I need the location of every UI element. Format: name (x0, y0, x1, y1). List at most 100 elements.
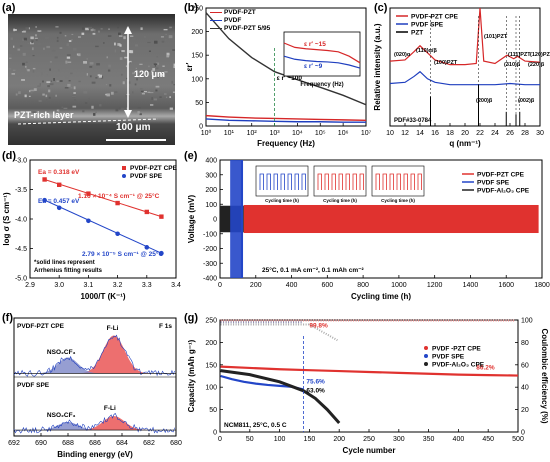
panel-d: 2.9 3.0 3.1 3.2 3.3 3.4 -5.0 -4.5 -4.0 -3.5 -3.0 10… (0, 152, 184, 312)
panel-label-e: (e) (184, 150, 198, 162)
x-tick-label: 10² (247, 130, 258, 137)
inset-annotation-15: ε r′ ~15 (304, 41, 326, 48)
sem-speckle (35, 26, 37, 28)
sem-speckle (139, 113, 142, 116)
sem-speckle (67, 46, 71, 48)
bottom-title: PVDF SPE (17, 382, 50, 389)
sem-speckle (57, 109, 60, 112)
x-tick-label: 200 (333, 436, 345, 443)
sem-speckle (25, 61, 28, 63)
f1s-label: F 1s (159, 323, 172, 330)
sem-speckle (56, 109, 59, 112)
note-line-2: Arrhenius fitting results (34, 268, 103, 274)
x-tick-label: 26 (506, 130, 514, 137)
y-axis-label: log σ (S cm⁻¹) (2, 192, 11, 246)
x-tick-label: 20 (461, 130, 469, 137)
sem-speckle (106, 56, 108, 59)
sem-speckle (132, 37, 136, 41)
panel-b: 10⁰ 10¹ 10² 10³ 10⁴ 10⁵ 10⁶ 10⁷ 0 50 100 150 200 250 F… (184, 4, 372, 152)
x-tick-label: 450 (482, 436, 494, 443)
sem-speckle (38, 30, 40, 32)
sem-speckle (72, 47, 77, 51)
x-tick-label: 684 (116, 440, 128, 447)
sem-speckle (99, 104, 102, 107)
sem-speckle (169, 96, 172, 98)
sem-speckle (156, 56, 159, 58)
sem-speckle (140, 27, 143, 30)
x-axis-label: Binding energy (eV) (57, 450, 133, 459)
legend-label: PVDF-Al₂O₃ CPE (432, 362, 485, 369)
y-tick-label: -4.5 (15, 246, 27, 253)
sem-speckle (155, 89, 158, 92)
x-tick-label: 3.4 (171, 282, 181, 289)
x-tick-label: 28 (521, 130, 529, 137)
x-tick-label: 1800 (534, 282, 550, 289)
pdf-reference-label: PDF#33-0784 (394, 118, 432, 124)
sem-speckle (56, 36, 59, 39)
note-line-1: *solid lines represent (34, 260, 95, 266)
peak-label: (200)β (476, 98, 493, 104)
sem-speckle (13, 28, 15, 32)
y-tick-label-right: 80 (521, 340, 529, 347)
sem-speckle (56, 39, 59, 43)
sem-speckle (11, 73, 16, 75)
sem-speckle (88, 97, 90, 101)
chart-d: 2.9 3.0 3.1 3.2 3.3 3.4 -5.0 -4.5 -4.0 -3.5 -3.0 10… (2, 158, 181, 302)
sem-speckle (108, 28, 110, 30)
y-tick-label-right: 40 (521, 385, 529, 392)
axes-frame (205, 7, 367, 127)
sem-speckle (84, 102, 88, 105)
y-tick-label: -100 (203, 231, 217, 238)
sem-speckle (71, 33, 74, 35)
sem-speckle (24, 94, 27, 98)
panel-g: 0 50 100 150 200 250 300 350 400 450 500 0 50 100 150 2… (184, 312, 550, 462)
sem-speckle (66, 43, 70, 47)
sem-speckle (39, 83, 41, 86)
inset-line-pvdf (283, 55, 361, 69)
sem-speckle (93, 29, 96, 32)
sem-speckle (132, 72, 135, 75)
y-tick-label-right: 20 (521, 407, 529, 414)
sem-speckle (117, 26, 119, 29)
sem-speckle (148, 50, 151, 52)
sem-speckle (86, 58, 88, 60)
x-tick-label: 2.9 (25, 282, 35, 289)
bottom-nso-peak (14, 422, 176, 431)
sigma-label-1: 1.16 × 10⁻⁴ S cm⁻¹ @ 25°C (78, 192, 160, 200)
data-point-square (42, 177, 47, 182)
sem-speckle (103, 42, 105, 44)
inset-voltage-trace (259, 173, 306, 190)
x-tick-label: 1000 (391, 282, 407, 289)
sem-texture (8, 14, 175, 145)
condition-label: NCM811, 25°C, 0.5 C (224, 421, 287, 429)
sem-speckle (59, 47, 63, 49)
legend-label: PZT (411, 30, 423, 37)
y-tick-label: -200 (203, 246, 217, 253)
sem-speckle (157, 76, 159, 78)
sem-speckle (71, 39, 73, 41)
sem-speckle (166, 54, 170, 58)
panel-e: 0 200 400 600 800 1000 1200 1400 1600 1800 -400 -30… (184, 152, 550, 312)
sem-speckle (51, 49, 56, 52)
sem-speckle (89, 62, 94, 65)
y-tick-label: 300 (205, 172, 217, 179)
sem-speckle (125, 94, 130, 98)
sem-speckle (134, 83, 137, 86)
x-tick-label: 100 (274, 436, 286, 443)
sem-speckle (89, 66, 93, 68)
legend-marker (424, 346, 428, 350)
sem-speckle (160, 36, 164, 38)
series-line-1 (389, 70, 540, 86)
sem-speckle (153, 98, 158, 101)
y-tick-label: 100 (205, 202, 217, 209)
sem-speckle (149, 92, 154, 94)
x-tick-label: 14 (416, 130, 424, 137)
sem-speckle (126, 77, 129, 80)
sem-speckle (48, 96, 51, 99)
sem-speckle (15, 93, 18, 96)
data-point-circle (144, 245, 150, 250)
sem-speckle (114, 42, 116, 46)
sem-speckle (48, 89, 51, 93)
sem-speckle (93, 112, 96, 116)
x-tick-label: 3.0 (54, 282, 64, 289)
